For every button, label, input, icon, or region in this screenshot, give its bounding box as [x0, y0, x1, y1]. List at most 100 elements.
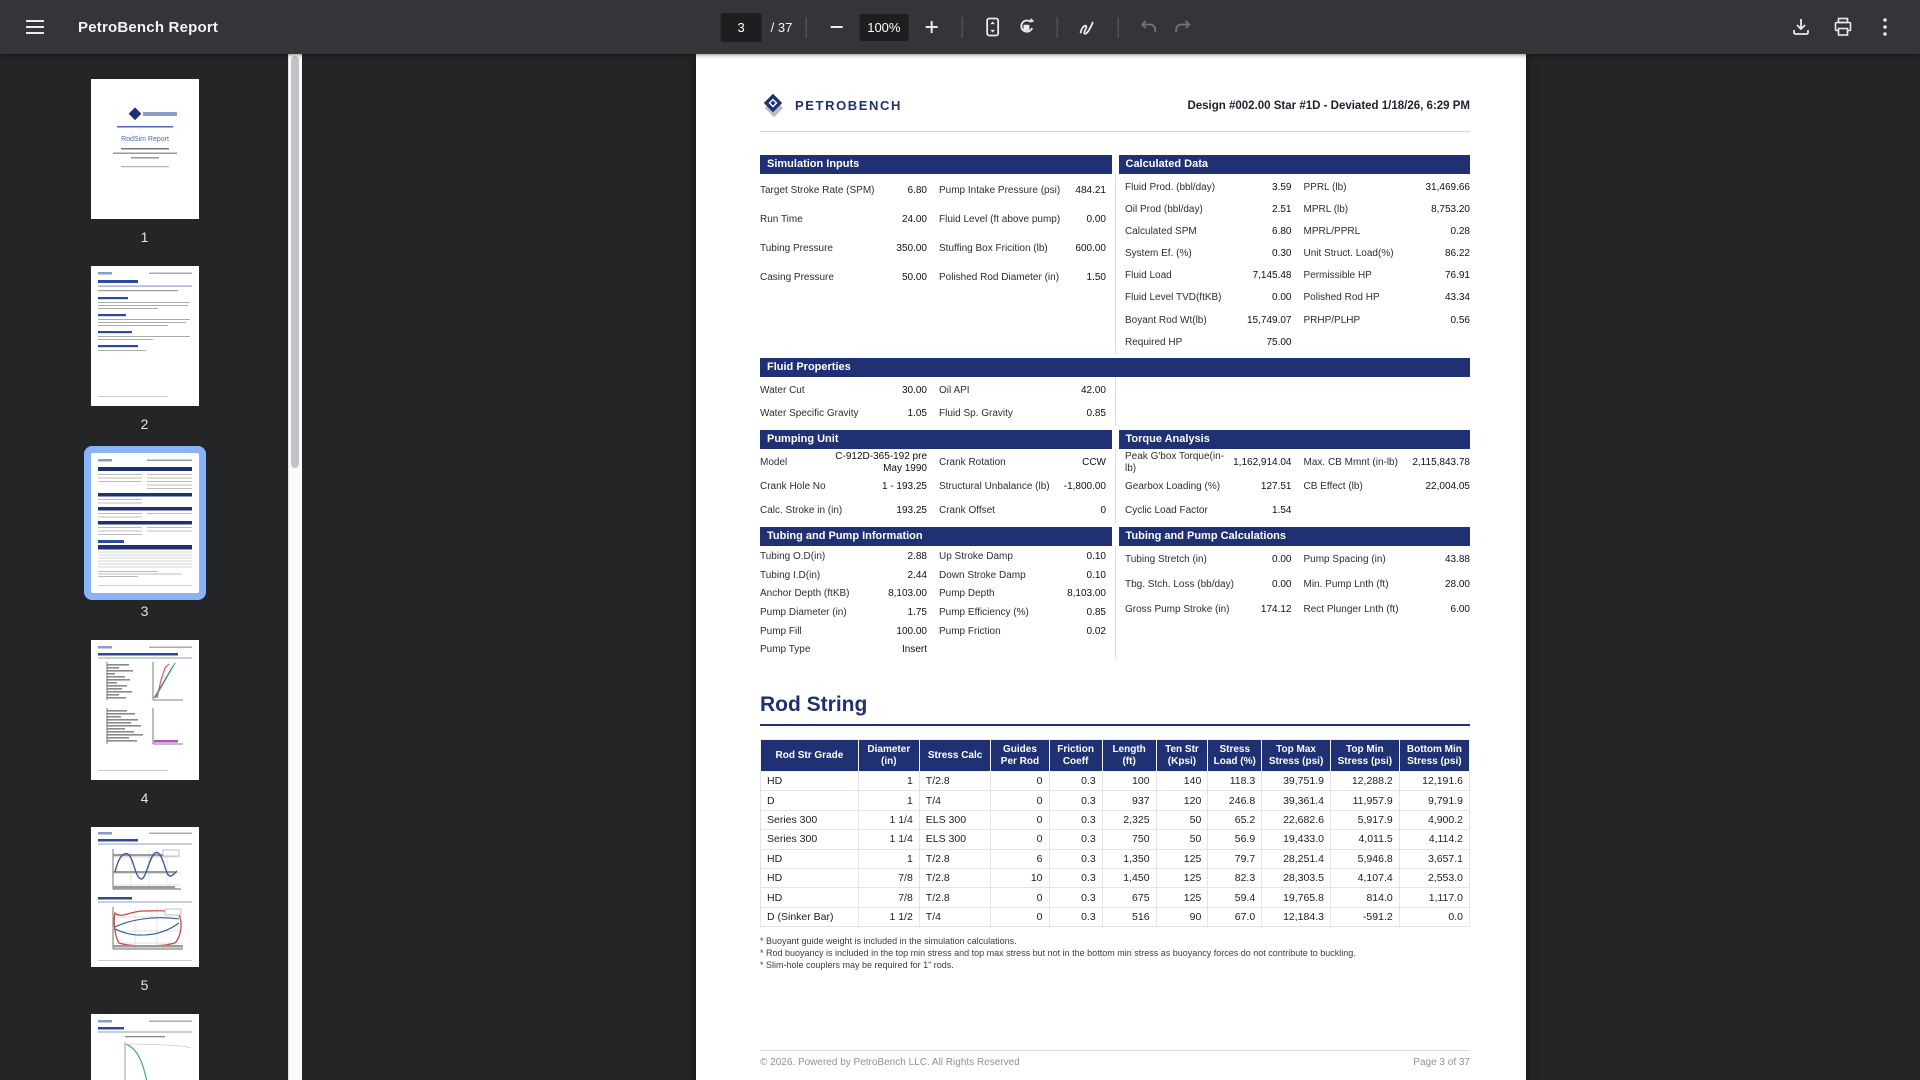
thumbnail-page-1[interactable]: RodSim Report 1	[90, 79, 199, 245]
field-pair: Crank Rotation CCW	[939, 457, 1106, 468]
field-pair: Peak G'box Torque(in-lb) 1,162,914.04	[1125, 451, 1292, 473]
cell: 1	[857, 790, 920, 811]
cell: 0.3	[1048, 771, 1103, 792]
field-value: Insert	[901, 644, 927, 656]
sidebar-scrollbar[interactable]	[288, 54, 302, 1080]
field-pair: Pump Type Insert	[760, 644, 927, 655]
sidebar-scrollbar-thumb[interactable]	[291, 56, 299, 468]
field-pair: MPRL (lb) 8,753.20	[1304, 204, 1471, 215]
thumbnail-number: 3	[140, 603, 149, 619]
cell: HD	[760, 867, 859, 889]
field-label: MPRL (lb)	[1303, 203, 1349, 215]
field-row: Calculated SPM 6.80 MPRL/PPRL 0.28	[1125, 220, 1470, 242]
cell: 90	[1155, 906, 1209, 928]
cell: 11,957.9	[1329, 790, 1400, 811]
cell: Series 300	[760, 829, 859, 850]
undo-icon[interactable]	[1131, 10, 1165, 44]
thumbnail-page-4[interactable]: 4	[90, 640, 199, 806]
section-body: Tubing O.D(in) 2.88 Up Stroke Damp 0.10 Tubi…	[760, 545, 1470, 660]
cell: 39,361.4	[1261, 790, 1331, 811]
cell: 7/8	[857, 887, 920, 908]
footnote: * Slim-hole couplers may be required for…	[760, 960, 954, 971]
print-icon[interactable]	[1826, 10, 1860, 44]
field-group-right: Peak G'box Torque(in-lb) 1,162,914.04 Max.…	[1115, 448, 1471, 523]
cell: 39,751.9	[1261, 771, 1331, 792]
field-pair: Water Cut 30.00	[760, 385, 927, 396]
section-header: Simulation Inputs	[760, 155, 1112, 174]
cell: 516	[1101, 906, 1157, 928]
field-row: Gross Pump Stroke (in) 174.12 Rect Plunger…	[1125, 598, 1470, 623]
field-label: Gearbox Loading (%)	[1125, 480, 1221, 492]
cell: T/2.8	[918, 887, 992, 908]
field-value: 15,749.07	[1247, 314, 1292, 326]
page-footer: © 2026. Powered by PetroBench LLC. All R…	[760, 1050, 1470, 1068]
cell: ELS 300	[918, 829, 992, 850]
more-vertical-icon[interactable]	[1868, 10, 1902, 44]
cell: 50	[1155, 829, 1209, 850]
thumbnail-preview-cover: RodSim Report	[90, 79, 199, 219]
field-label: Down Stroke Damp	[939, 569, 1026, 581]
thumbnail-page-3[interactable]: 3	[83, 446, 206, 619]
zoom-out-button[interactable]	[819, 10, 853, 44]
field-pair: Crank Hole No 1 - 193.25	[760, 481, 927, 492]
field-value: 484.21	[1075, 184, 1106, 196]
thumbnail-page-5[interactable]: 5	[90, 827, 199, 993]
field-value: 1,162,914.04	[1233, 456, 1292, 468]
field-row: System Ef. (%) 0.30 Unit Struct. Load(%) 86…	[1125, 243, 1470, 265]
field-value: 43.88	[1444, 554, 1470, 566]
thumbnail-number: 5	[140, 977, 149, 993]
draw-icon[interactable]	[1070, 10, 1104, 44]
zoom-in-button[interactable]	[914, 10, 948, 44]
field-pair: Oil Prod (bbl/day) 2.51	[1125, 204, 1292, 215]
field-value: 0.56	[1450, 314, 1470, 326]
field-label: Fluid Level TVD(ftKB)	[1125, 292, 1222, 304]
column-header: Guides Per Rod	[990, 739, 1050, 773]
field-row: Calc. Stroke in (in) 193.25 Crank Offset 0	[760, 499, 1106, 523]
cell: 1	[857, 771, 920, 792]
cell: T/2.8	[918, 771, 992, 792]
field-pair: Max. CB Mmnt (in-lb) 2,115,843.78	[1304, 457, 1471, 468]
cell: 3,657.1	[1398, 848, 1471, 869]
field-pair: Structural Unbalance (lb) -1,800.00	[939, 481, 1106, 492]
toolbar-separator	[1056, 16, 1058, 38]
thumbnail-preview-dyno	[90, 827, 199, 967]
thumbnail-page-6[interactable]: 6	[90, 1014, 199, 1080]
menu-icon[interactable]	[18, 10, 52, 44]
cell: Series 300	[760, 809, 859, 831]
report-header: PETROBENCH Design #002.00 Star #1D - Dev…	[760, 92, 1470, 119]
cover-sketch: RodSim Report	[112, 107, 177, 168]
thumbnail-preview-charts	[90, 640, 199, 780]
rotate-counterclockwise-icon[interactable]	[1009, 10, 1043, 44]
thumbnail-list: RodSim Report 1	[0, 54, 289, 1080]
rod-row: HD 1 T/2.8 0 0.3 100 140 118.3 39,751.9 12,288.2 1…	[760, 771, 1471, 792]
rod-table-head: Rod Str Grade Diameter (in) Stress Calc Gui…	[760, 739, 1471, 773]
field-pair: System Ef. (%) 0.30	[1125, 248, 1292, 259]
thumbnail-page-2[interactable]: 2	[90, 266, 199, 432]
field-pair: Crank Offset 0	[939, 505, 1106, 516]
field-label: Crank Hole No	[760, 480, 826, 492]
field-label: Crank Rotation	[939, 456, 1006, 468]
field-row: Model C-912D-365-192 pre May 1990 Crank Ro…	[760, 451, 1106, 475]
field-label: Tubing I.D(in)	[760, 569, 821, 581]
cell: T/4	[918, 790, 992, 811]
field-pair: Tubing Pressure 350.00	[760, 243, 927, 254]
fit-page-icon[interactable]	[975, 10, 1009, 44]
field-value: CCW	[1082, 456, 1106, 468]
field-row: Target Stroke Rate (SPM) 6.80 Pump Intake …	[760, 176, 1106, 205]
field-pair: Unit Struct. Load(%) 86.22	[1304, 248, 1471, 259]
brand-name: PETROBENCH	[795, 98, 903, 113]
field-pair: Fluid Prod. (bbl/day) 3.59	[1125, 182, 1292, 193]
field-value: 174.12	[1260, 604, 1292, 616]
redo-icon[interactable]	[1165, 10, 1199, 44]
rod-row: HD 1 T/2.8 6 0.3 1,350 125 79.7 28,251.4 5,946.8 3…	[760, 848, 1471, 869]
brand: PETROBENCH	[760, 92, 902, 119]
field-pair: Rect Plunger Lnth (ft) 6.00	[1304, 604, 1471, 615]
field-value: 1 - 193.25	[881, 480, 927, 492]
cell: 100	[1101, 771, 1157, 792]
cell: 814.0	[1329, 887, 1400, 908]
field-value: 8,103.00	[1067, 588, 1106, 600]
page-number-input[interactable]	[720, 12, 762, 42]
field-label: Oil Prod (bbl/day)	[1125, 203, 1203, 215]
section-headers: Tubing and Pump Information Tubing and Pu…	[760, 526, 1470, 546]
download-icon[interactable]	[1784, 10, 1818, 44]
